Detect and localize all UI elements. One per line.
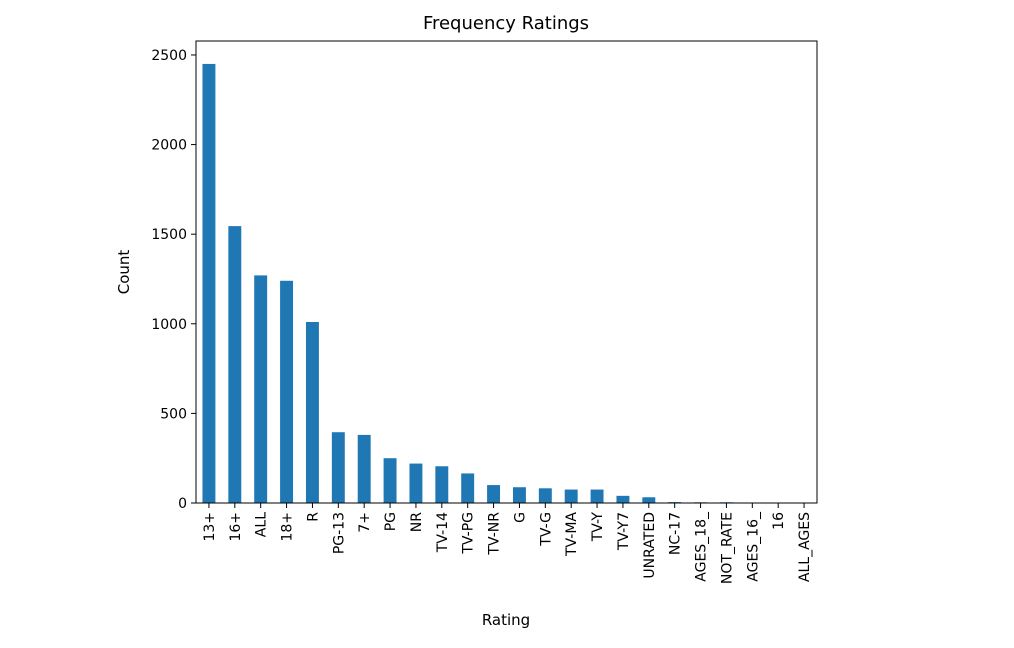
x-tick-label: TV-PG: [461, 512, 477, 555]
bar-tv-g: [538, 488, 552, 503]
bar-g: [512, 487, 526, 503]
bars-group: [202, 63, 811, 504]
x-tick-label: R: [305, 512, 321, 522]
x-tick-label: NC-17: [668, 512, 684, 555]
bar-all: [254, 275, 268, 503]
plot-frame: [195, 40, 818, 504]
x-tick-label: TV-14: [435, 512, 451, 553]
bar-tv-y: [590, 489, 604, 503]
x-tick-label: 13+: [202, 512, 218, 542]
x-tick-label: TV-MA: [564, 512, 580, 557]
x-tick-label: G: [512, 512, 528, 523]
y-axis: 0 500 1000 1500 2000 2500: [151, 48, 196, 512]
y-tick-label: 1500: [151, 227, 187, 243]
bar-pg-13: [331, 432, 345, 503]
x-tick-label: 16: [771, 512, 787, 530]
y-tick-label: 1000: [151, 317, 187, 333]
bar-r: [305, 321, 319, 503]
x-tick-label: TV-Y: [590, 512, 606, 543]
bar-13-: [202, 63, 216, 503]
bar-tv-ma: [564, 489, 578, 503]
x-tick-label: NR: [409, 512, 425, 532]
x-axis-label: Rating: [482, 611, 530, 629]
x-tick-label: PG-13: [331, 512, 347, 554]
y-axis-label: Count: [115, 250, 133, 295]
bar-tv-nr: [487, 485, 501, 503]
x-tick-label: ALL_AGES: [797, 512, 813, 582]
x-tick-label: TV-NR: [487, 512, 503, 556]
x-axis: 13+ 16+ ALL 18+ R PG-13 7+ PG NR TV-14 TV-PG TV-NR G…: [202, 503, 813, 584]
x-tick-label: UNRATED: [642, 512, 658, 579]
x-tick-label: TV-Y7: [616, 512, 632, 551]
bar-tv-y7: [616, 495, 630, 503]
y-tick-label: 0: [178, 496, 187, 512]
y-tick-label: 500: [160, 406, 187, 422]
bar-nr: [409, 463, 423, 503]
x-tick-label: AGES_16_: [745, 511, 761, 582]
bar-tv-14: [435, 466, 449, 503]
y-tick-label: 2000: [151, 138, 187, 154]
x-tick-label: ALL: [254, 512, 270, 537]
x-tick-label: NOT_RATE: [719, 512, 735, 584]
x-tick-label: 18+: [280, 512, 296, 542]
bar-18-: [280, 280, 294, 503]
x-tick-label: 16+: [228, 512, 244, 542]
bar-7-: [357, 434, 371, 503]
x-tick-label: 7+: [357, 512, 373, 533]
x-tick-label: PG: [383, 512, 399, 531]
x-tick-label: AGES_18_: [694, 511, 710, 582]
bar-16-: [228, 226, 242, 504]
bar-tv-pg: [461, 473, 475, 503]
x-tick-label: TV-G: [538, 512, 554, 547]
y-tick-label: 2500: [151, 48, 187, 64]
bar-pg: [383, 458, 397, 503]
chart-title: Frequency Ratings: [423, 13, 589, 34]
bar-unrated: [642, 497, 656, 503]
